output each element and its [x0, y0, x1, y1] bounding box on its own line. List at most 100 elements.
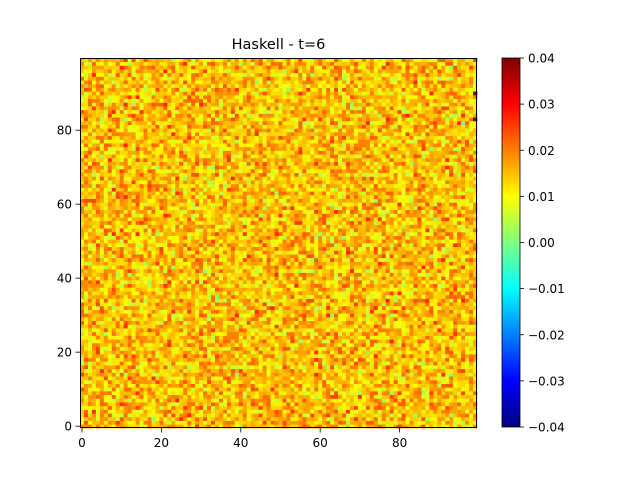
heatmap-cell — [417, 291, 422, 296]
heatmap-cell — [266, 261, 271, 266]
heatmap-cell — [171, 298, 176, 303]
heatmap-cell — [119, 416, 125, 421]
heatmap-cell — [441, 346, 446, 351]
heatmap-cell — [115, 268, 121, 273]
heatmap-cell — [397, 376, 402, 381]
heatmap-cell — [457, 372, 462, 377]
heatmap-cell — [99, 376, 105, 381]
heatmap-cell — [469, 246, 474, 251]
heatmap-cell — [357, 272, 363, 277]
heatmap-cell — [91, 379, 97, 384]
heatmap-cell — [242, 339, 248, 344]
heatmap-cell — [421, 287, 426, 292]
heatmap-cell — [278, 313, 283, 318]
heatmap-cell — [369, 391, 375, 396]
heatmap-cell — [91, 305, 97, 310]
heatmap-cell — [473, 250, 478, 255]
heatmap-cell — [278, 387, 283, 392]
heatmap-cell — [234, 339, 240, 344]
heatmap-cell — [405, 294, 410, 299]
heatmap-cell — [441, 283, 446, 288]
heatmap-cell — [95, 313, 101, 318]
heatmap-cell — [278, 302, 283, 307]
heatmap-cell — [139, 324, 144, 329]
heatmap-cell — [405, 376, 410, 381]
heatmap-cell — [425, 405, 430, 410]
heatmap-cell — [199, 254, 204, 259]
heatmap-cell — [405, 283, 410, 288]
heatmap-cell — [345, 387, 351, 392]
heatmap-cell — [465, 420, 470, 425]
heatmap-cell — [159, 354, 164, 359]
heatmap-cell — [187, 243, 192, 248]
heatmap-cell — [87, 420, 93, 425]
heatmap-cell — [246, 313, 252, 318]
heatmap-cell — [175, 265, 180, 270]
heatmap-cell — [230, 254, 236, 259]
heatmap-cell — [338, 298, 343, 303]
heatmap-cell — [302, 294, 307, 299]
heatmap-cell — [298, 420, 303, 425]
heatmap-cell — [143, 420, 148, 425]
heatmap-cell — [179, 376, 184, 381]
heatmap-cell — [195, 346, 200, 351]
heatmap-cell — [433, 413, 438, 418]
heatmap-cell — [203, 394, 208, 399]
heatmap-cell — [163, 398, 168, 403]
heatmap-cell — [405, 331, 410, 336]
heatmap-cell — [461, 291, 466, 296]
heatmap-cell — [461, 365, 466, 370]
heatmap-cell — [91, 335, 97, 340]
heatmap-cell — [183, 357, 188, 362]
heatmap-cell — [175, 361, 180, 366]
heatmap-cell — [302, 272, 307, 277]
heatmap-cell — [401, 305, 406, 310]
heatmap-cell — [87, 283, 93, 288]
heatmap-cell — [425, 368, 430, 373]
heatmap-cell — [222, 350, 228, 355]
heatmap-cell — [345, 394, 351, 399]
heatmap-cell — [151, 246, 156, 251]
heatmap-cell — [123, 405, 128, 410]
heatmap-cell — [278, 276, 283, 281]
heatmap-cell — [445, 365, 450, 370]
heatmap-cell — [365, 357, 371, 362]
heatmap-cell — [119, 372, 125, 377]
heatmap-cell — [369, 342, 375, 347]
heatmap-cell — [183, 372, 188, 377]
heatmap-cell — [195, 342, 200, 347]
heatmap-cell — [377, 257, 383, 262]
heatmap-cell — [83, 383, 89, 388]
heatmap-cell — [258, 420, 263, 425]
heatmap-cell — [238, 268, 244, 273]
heatmap-cell — [187, 413, 192, 418]
heatmap-cell — [230, 365, 236, 370]
heatmap-cell — [449, 328, 454, 333]
heatmap-cell — [290, 324, 295, 329]
heatmap-cell — [95, 416, 101, 421]
heatmap-cell — [294, 402, 299, 407]
heatmap-cell — [151, 302, 156, 307]
heatmap-cell — [469, 317, 474, 322]
heatmap-cell — [270, 283, 275, 288]
heatmap-cell — [330, 350, 335, 355]
heatmap-cell — [469, 324, 474, 329]
heatmap-cell — [135, 243, 140, 248]
heatmap-cell — [115, 405, 121, 410]
heatmap-cell — [147, 354, 152, 359]
heatmap-cell — [254, 302, 259, 307]
heatmap-cell — [353, 387, 359, 392]
heatmap-cell — [214, 302, 220, 307]
heatmap-cell — [306, 416, 311, 421]
heatmap-cell — [147, 317, 152, 322]
heatmap-cell — [377, 254, 383, 259]
heatmap-cell — [326, 372, 331, 377]
heatmap-cell — [338, 280, 343, 285]
heatmap-cell — [314, 398, 319, 403]
heatmap-cell — [214, 361, 220, 366]
heatmap-cell — [175, 328, 180, 333]
heatmap-cell — [421, 368, 426, 373]
heatmap-cell — [457, 272, 462, 277]
heatmap-cell — [218, 298, 224, 303]
heatmap-cell — [401, 350, 406, 355]
